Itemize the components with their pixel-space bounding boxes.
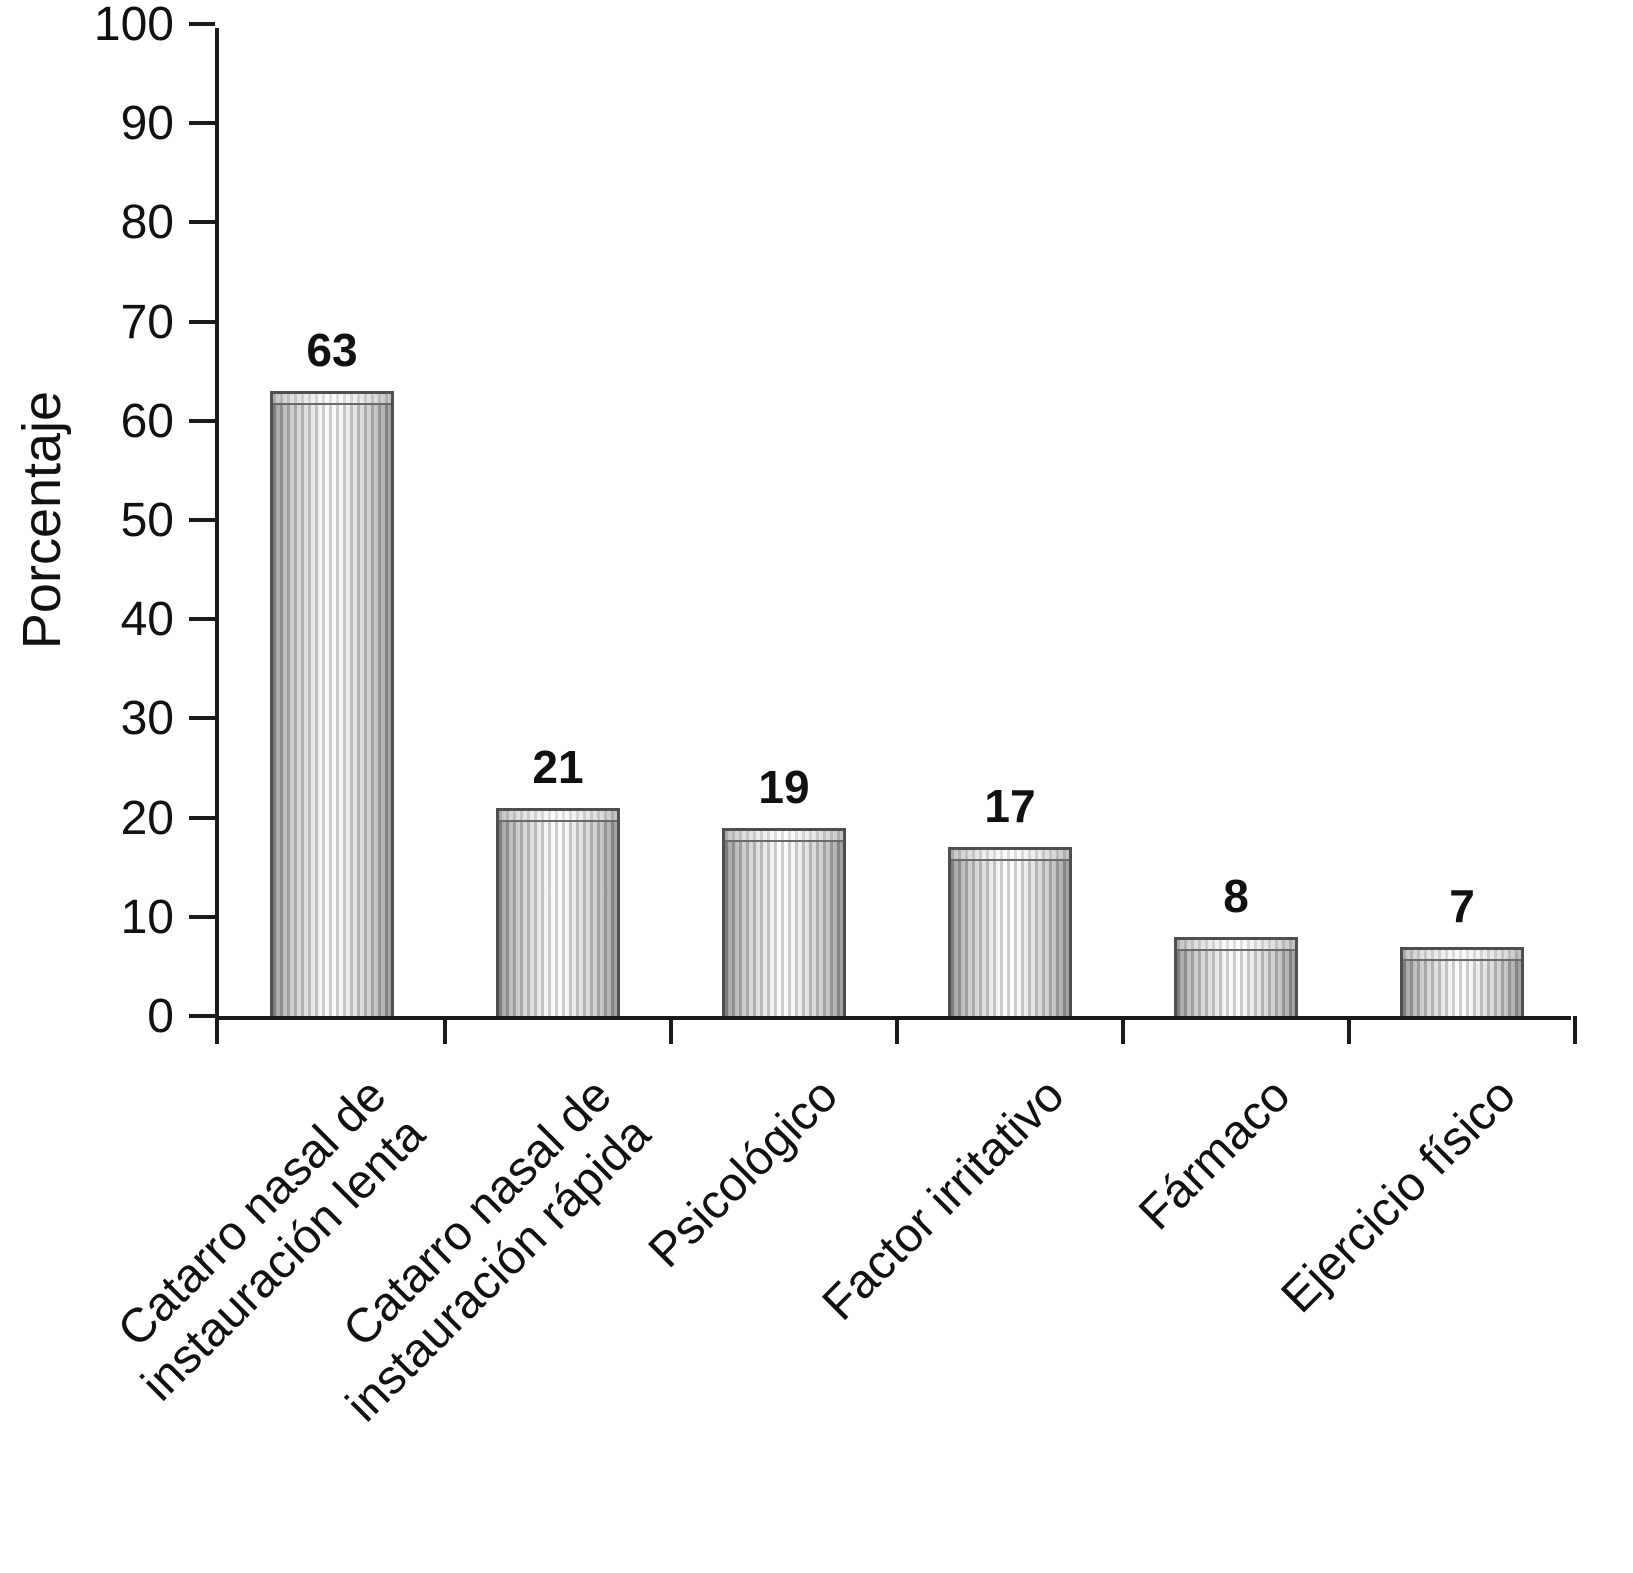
category-label-line: Psicológico [639, 1068, 849, 1278]
x-axis-tick [895, 1016, 899, 1044]
x-axis-tick [669, 1016, 673, 1044]
y-axis-tick-label: 10 [120, 890, 174, 944]
y-axis-tick [189, 22, 215, 26]
category-label-line: Fármaco [1128, 1068, 1301, 1241]
bar [270, 391, 394, 1016]
y-axis-tick-label: 0 [147, 990, 174, 1043]
bar-value-label: 21 [532, 741, 584, 793]
bar [496, 808, 620, 1016]
y-axis-tick [189, 418, 215, 423]
y-axis-tick-label: 50 [120, 494, 174, 547]
bar-value-label: 7 [1449, 880, 1475, 932]
y-axis-tick [189, 220, 215, 225]
x-axis-tick [215, 1016, 219, 1044]
bar-value-label: 63 [306, 324, 358, 376]
y-axis-tick-label: 70 [120, 295, 174, 349]
bar [722, 828, 846, 1016]
y-axis-tick-label: 60 [120, 394, 174, 448]
y-axis-tick [189, 1014, 215, 1018]
y-axis-tick-label: 20 [120, 791, 174, 845]
y-axis-tick [189, 914, 215, 919]
category-label: Factor irritativo [812, 1068, 1075, 1331]
x-axis-tick [443, 1016, 447, 1044]
y-axis-tick-label: 40 [120, 593, 174, 647]
bar-value-label: 17 [984, 780, 1036, 832]
category-label-line: Ejercicio físico [1271, 1068, 1527, 1324]
category-label: Ejercicio físico [1271, 1068, 1527, 1324]
y-axis-tick-label: 90 [120, 97, 174, 151]
y-axis-tick-label: 30 [120, 692, 174, 746]
x-axis-tick [1573, 1016, 1577, 1044]
x-axis-tick [1121, 1016, 1125, 1044]
y-axis-tick [189, 815, 215, 820]
y-axis-tick [189, 617, 215, 622]
y-axis-tick [189, 319, 215, 324]
bar [948, 847, 1072, 1016]
bar-value-label: 19 [758, 761, 810, 813]
y-axis-tick [189, 716, 215, 721]
bar-value-label: 8 [1223, 870, 1249, 922]
category-label: Fármaco [1128, 1068, 1301, 1241]
x-axis-tick [1347, 1016, 1351, 1044]
y-axis-tick [189, 518, 215, 522]
plot-area: 0 10 20 30 40 50 60 70 80 90 100 63 21 19 17 8 7 [94, 1, 1577, 1044]
y-axis-tick-label: 80 [120, 196, 174, 250]
y-axis-tick-label: 100 [93, 0, 174, 51]
category-label-line: Factor irritativo [812, 1068, 1075, 1331]
category-label: Psicológico [638, 1068, 849, 1279]
bar [1174, 937, 1298, 1016]
y-axis-tick [189, 121, 215, 126]
category-labels: Catarro nasal de instauración lenta Catarr… [108, 1052, 1571, 1573]
bar [1400, 947, 1524, 1016]
